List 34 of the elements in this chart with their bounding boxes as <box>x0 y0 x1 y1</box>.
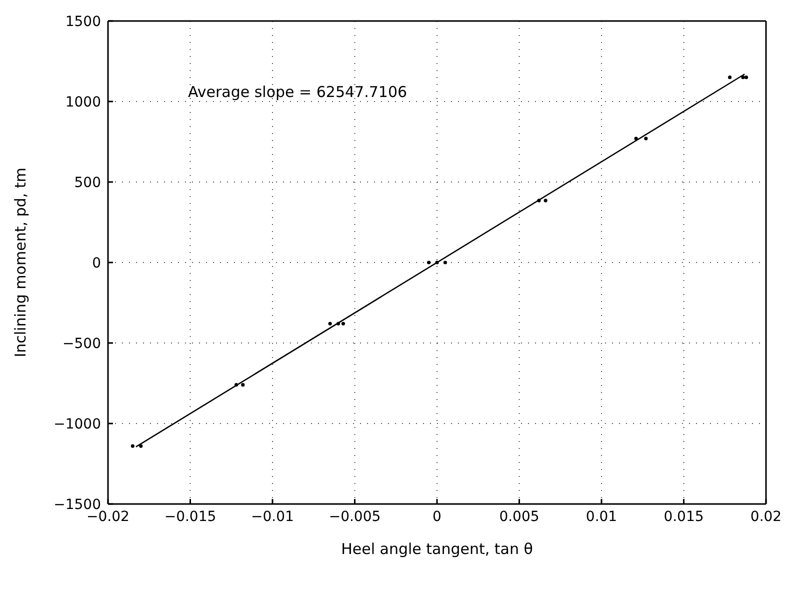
point <box>435 260 439 264</box>
point <box>537 198 541 202</box>
x-tick-label: −0.005 <box>328 508 381 525</box>
x-tick-label: 0.01 <box>586 508 618 525</box>
point <box>341 322 346 326</box>
annotation: Average slope = 62547.7106 <box>188 83 408 101</box>
y-tick-label: 0 <box>92 255 101 272</box>
x-tick-label: 0.02 <box>750 508 782 525</box>
x-tick-label: 0.005 <box>499 508 540 525</box>
y-tick-label: −1000 <box>54 416 101 432</box>
point <box>241 383 245 387</box>
y-tick-label: 1000 <box>65 94 101 110</box>
point <box>426 260 431 264</box>
point <box>130 444 134 448</box>
point <box>634 136 638 140</box>
y-tick-label: 1500 <box>65 14 101 30</box>
point <box>328 322 332 326</box>
x-tick-label: 0.015 <box>664 508 704 525</box>
point <box>139 444 143 448</box>
point <box>728 76 732 80</box>
point <box>644 136 648 140</box>
point <box>234 383 238 387</box>
point <box>744 76 748 80</box>
x-axis-title: Heel angle tangent, tan θ <box>341 540 533 558</box>
point <box>336 322 340 326</box>
x-tick-label: −0.015 <box>164 508 216 525</box>
y-axis-title: Inclining moment, pd, tm <box>11 168 30 358</box>
point <box>741 76 745 80</box>
point <box>443 260 448 264</box>
point <box>544 198 548 202</box>
x-tick-label: −0.01 <box>251 508 294 525</box>
y-tick-label: 500 <box>74 174 101 191</box>
x-tick-label: 0 <box>432 508 442 525</box>
y-tick-label: −500 <box>62 336 101 352</box>
